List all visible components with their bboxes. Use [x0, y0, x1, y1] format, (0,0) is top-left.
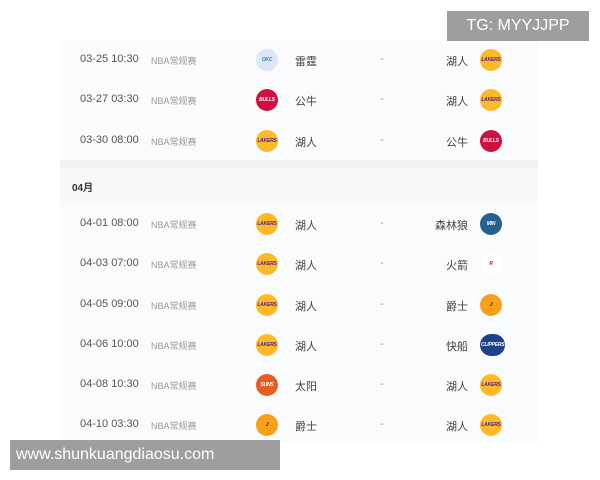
score: - — [380, 93, 384, 106]
watermark-bottom: www.shunkuangdiaosu.com — [10, 440, 280, 470]
game-time: 04-08 10:30 — [80, 378, 139, 391]
lakers-logo-icon: LAKERS — [480, 414, 502, 437]
league-label: NBA常规赛 — [151, 260, 197, 271]
game-row[interactable]: 03-27 03:30 NBA常规赛 BULLS 公牛 - 湖人 LAKERS — [60, 80, 538, 120]
game-time: 03-27 03:30 — [80, 93, 139, 106]
lakers-logo-icon: LAKERS — [256, 129, 278, 152]
game-time: 04-03 07:00 — [80, 257, 139, 270]
game-time: 03-25 10:30 — [80, 53, 139, 65]
league-label: NBA常规赛 — [151, 136, 197, 147]
away-team[interactable]: 湖人 — [446, 381, 468, 394]
suns-logo-icon: SUNS — [256, 374, 278, 397]
league-label: NBA常规赛 — [151, 220, 197, 230]
bulls-logo-icon: BULLS — [256, 89, 278, 112]
home-team[interactable]: 湖人 — [295, 300, 317, 313]
lakers-logo-icon: LAKERS — [256, 213, 278, 235]
game-row[interactable]: 04-10 03:30 NBA常规赛 J 爵士 - 湖人 LAKERS — [60, 405, 538, 445]
league-label: NBA常规赛 — [151, 300, 197, 311]
april-schedule: 04-01 08:00 NBA常规赛 LAKERS 湖人 - 森林狼 MIN 04-03 07… — [60, 204, 538, 444]
game-row[interactable]: 04-03 07:00 NBA常规赛 LAKERS 湖人 - 火箭 R — [60, 244, 538, 284]
score: - — [380, 418, 384, 431]
watermark-top: TG: MYYJJPP — [447, 11, 589, 41]
game-time: 04-05 09:00 — [80, 297, 139, 310]
home-team[interactable]: 太阳 — [295, 381, 317, 394]
home-team[interactable]: 湖人 — [295, 260, 317, 273]
rockets-logo-icon: R — [480, 253, 502, 276]
home-team[interactable]: 公牛 — [295, 96, 317, 109]
march-schedule: 03-25 10:30 NBA常规赛 OKC 雷霆 - 湖人 LAKERS 03-27 03:… — [60, 40, 538, 160]
league-label: NBA常规赛 — [151, 96, 197, 107]
lakers-logo-icon: LAKERS — [480, 89, 502, 112]
score: - — [380, 53, 384, 65]
score: - — [380, 297, 384, 310]
game-row[interactable]: 03-30 08:00 NBA常规赛 LAKERS 湖人 - 公牛 BULLS — [60, 121, 538, 161]
lakers-logo-icon: LAKERS — [256, 253, 278, 276]
game-row[interactable]: 03-25 10:30 NBA常规赛 OKC 雷霆 - 湖人 LAKERS — [60, 40, 538, 80]
away-team[interactable]: 湖人 — [446, 421, 468, 434]
month-header: 04月 — [60, 168, 538, 204]
score: - — [380, 217, 384, 229]
score: - — [380, 257, 384, 270]
divider — [60, 160, 538, 168]
score: - — [380, 378, 384, 391]
league-label: NBA常规赛 — [151, 56, 197, 66]
home-team[interactable]: 湖人 — [295, 136, 317, 149]
game-row[interactable]: 04-01 08:00 NBA常规赛 LAKERS 湖人 - 森林狼 MIN — [60, 204, 538, 244]
clippers-logo-icon: CLIPPERS — [480, 333, 506, 356]
game-row[interactable]: 04-06 10:00 NBA常规赛 LAKERS 湖人 - 快船 CLIPPERS — [60, 325, 538, 365]
timberwolves-logo-icon: MIN — [480, 213, 502, 235]
away-team[interactable]: 爵士 — [446, 300, 468, 313]
home-team[interactable]: 湖人 — [295, 340, 317, 353]
month-label: 04月 — [72, 183, 94, 194]
league-label: NBA常规赛 — [151, 340, 197, 351]
lakers-logo-icon: LAKERS — [480, 374, 502, 397]
home-team[interactable]: 雷霆 — [295, 56, 317, 68]
away-team[interactable]: 森林狼 — [435, 220, 468, 232]
score: - — [380, 133, 384, 146]
lakers-logo-icon: LAKERS — [256, 293, 278, 316]
game-time: 04-01 08:00 — [80, 217, 139, 229]
game-time: 04-10 03:30 — [80, 418, 139, 431]
away-team[interactable]: 湖人 — [446, 56, 468, 68]
jazz-logo-icon: J — [256, 414, 278, 437]
lakers-logo-icon: LAKERS — [480, 49, 502, 71]
home-team[interactable]: 爵士 — [295, 421, 317, 434]
game-time: 03-30 08:00 — [80, 133, 139, 146]
away-team[interactable]: 湖人 — [446, 96, 468, 109]
league-label: NBA常规赛 — [151, 421, 197, 432]
game-row[interactable]: 04-08 10:30 NBA常规赛 SUNS 太阳 - 湖人 LAKERS — [60, 365, 538, 405]
game-row[interactable]: 04-05 09:00 NBA常规赛 LAKERS 湖人 - 爵士 J — [60, 285, 538, 325]
away-team[interactable]: 公牛 — [446, 136, 468, 149]
home-team[interactable]: 湖人 — [295, 220, 317, 232]
game-time: 04-06 10:00 — [80, 337, 139, 350]
jazz-logo-icon: J — [480, 293, 502, 316]
thunder-logo-icon: OKC — [256, 49, 278, 71]
league-label: NBA常规赛 — [151, 381, 197, 392]
away-team[interactable]: 火箭 — [446, 260, 468, 273]
score: - — [380, 337, 384, 350]
lakers-logo-icon: LAKERS — [256, 333, 278, 356]
bulls-logo-icon: BULLS — [480, 129, 502, 152]
away-team[interactable]: 快船 — [446, 340, 468, 353]
